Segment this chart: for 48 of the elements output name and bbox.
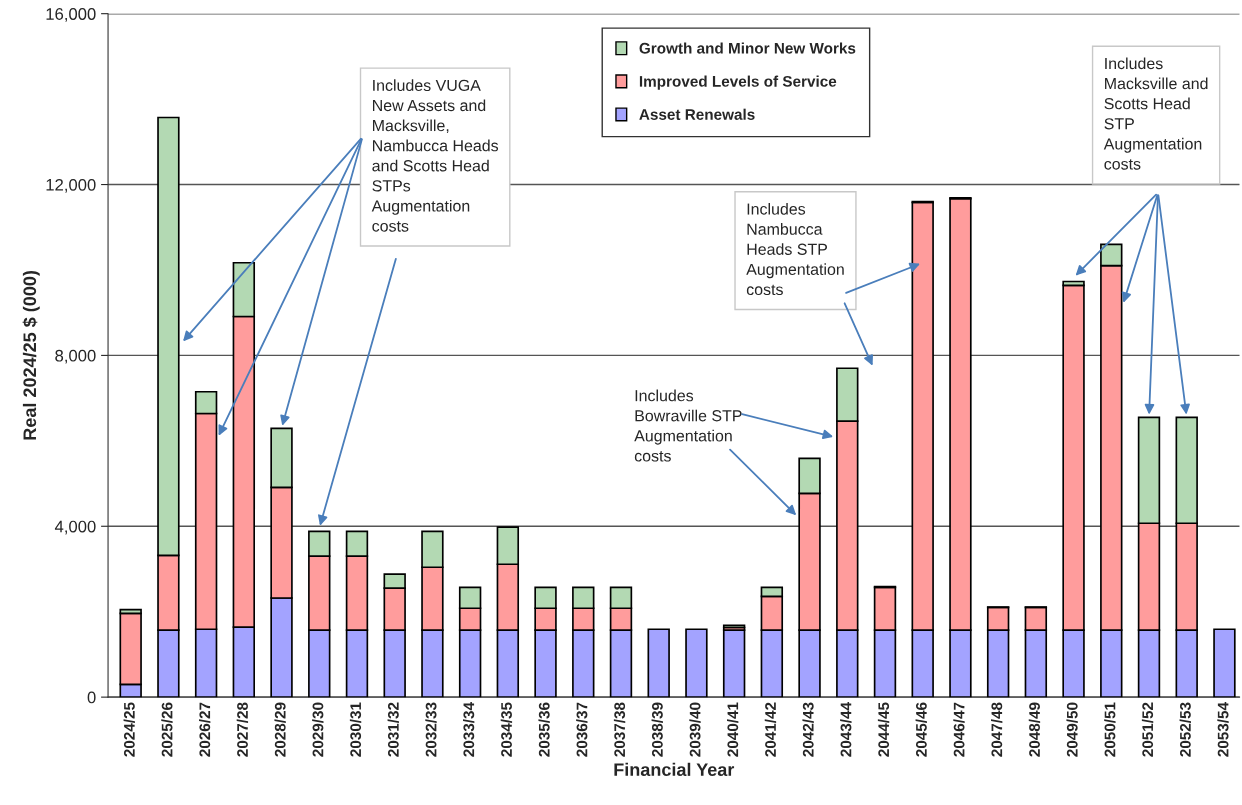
- x-tick-label: 2037/38: [613, 702, 626, 757]
- x-tick-label: 2040/41: [727, 702, 739, 757]
- annotation: Includes Nambucca Heads STP Augmentation costs: [746, 203, 844, 296]
- legend-label: Asset Renewals: [639, 108, 755, 120]
- annotation: Includes Bowraville STP Augmentation costs: [634, 389, 742, 462]
- x-tick-label: 2050/51: [1104, 702, 1116, 757]
- bar: [647, 628, 670, 698]
- x-tick-label: 2028/29: [274, 702, 286, 757]
- legend-label: Improved Levels of Service: [639, 75, 837, 90]
- x-tick-label: 2042/43: [802, 702, 814, 757]
- annotation: Includes VUGA New Assets and Macksville, Nambucca Heads and Scotts Head STPs Augmentation costs: [371, 79, 499, 232]
- x-tick-label: 2033/34: [463, 702, 475, 757]
- y-tick-label: 16,000: [46, 8, 96, 22]
- x-tick-label: 2031/32: [387, 702, 399, 757]
- x-axis-title: Financial Year: [614, 762, 735, 777]
- x-tick-label: 2049/50: [1066, 702, 1078, 757]
- y-tick-label: 8,000: [55, 349, 96, 364]
- x-tick-label: 2047/48: [991, 702, 1003, 757]
- annotation: Includes Macksville and Scotts Head STP Augmentation costs: [1103, 57, 1208, 170]
- y-tick-label: 0: [87, 691, 96, 704]
- x-tick-label: 2051/52: [1141, 702, 1154, 757]
- x-tick-label: 2041/42: [764, 702, 777, 757]
- x-tick-label: 2038/39: [651, 702, 663, 757]
- x-tick-label: 2045/46: [915, 702, 927, 757]
- y-axis-title: Real 2024/25 $ (000): [22, 270, 40, 440]
- x-tick-label: 2030/31: [349, 702, 362, 757]
- x-tick-label: 2027/28: [236, 702, 249, 757]
- x-tick-label: 2029/30: [312, 702, 324, 757]
- x-tick-label: 2044/45: [877, 702, 890, 757]
- y-tick-label: 4,000: [54, 520, 96, 535]
- legend-label: Growth and Minor New Works: [639, 42, 856, 54]
- x-tick-label: 2046/47: [953, 702, 965, 757]
- x-tick-label: 2034/35: [500, 702, 513, 757]
- x-tick-label: 2052/53: [1179, 702, 1191, 757]
- x-tick-label: 2053/54: [1217, 702, 1229, 757]
- x-tick-label: 2039/40: [689, 702, 701, 757]
- x-tick-label: 2048/49: [1028, 702, 1041, 757]
- x-tick-label: 2035/36: [538, 702, 550, 757]
- bar: [722, 629, 746, 698]
- x-tick-label: 2043/44: [840, 702, 852, 757]
- bar: [1213, 628, 1236, 698]
- x-tick-label: 2036/37: [576, 702, 588, 757]
- x-tick-label: 2024/25: [123, 702, 135, 757]
- x-tick-label: 2032/33: [425, 702, 437, 757]
- bar: [685, 628, 708, 698]
- x-tick-label: 2026/27: [198, 702, 211, 757]
- x-tick-label: 2025/26: [161, 702, 173, 757]
- y-tick-label: 12,000: [46, 178, 96, 193]
